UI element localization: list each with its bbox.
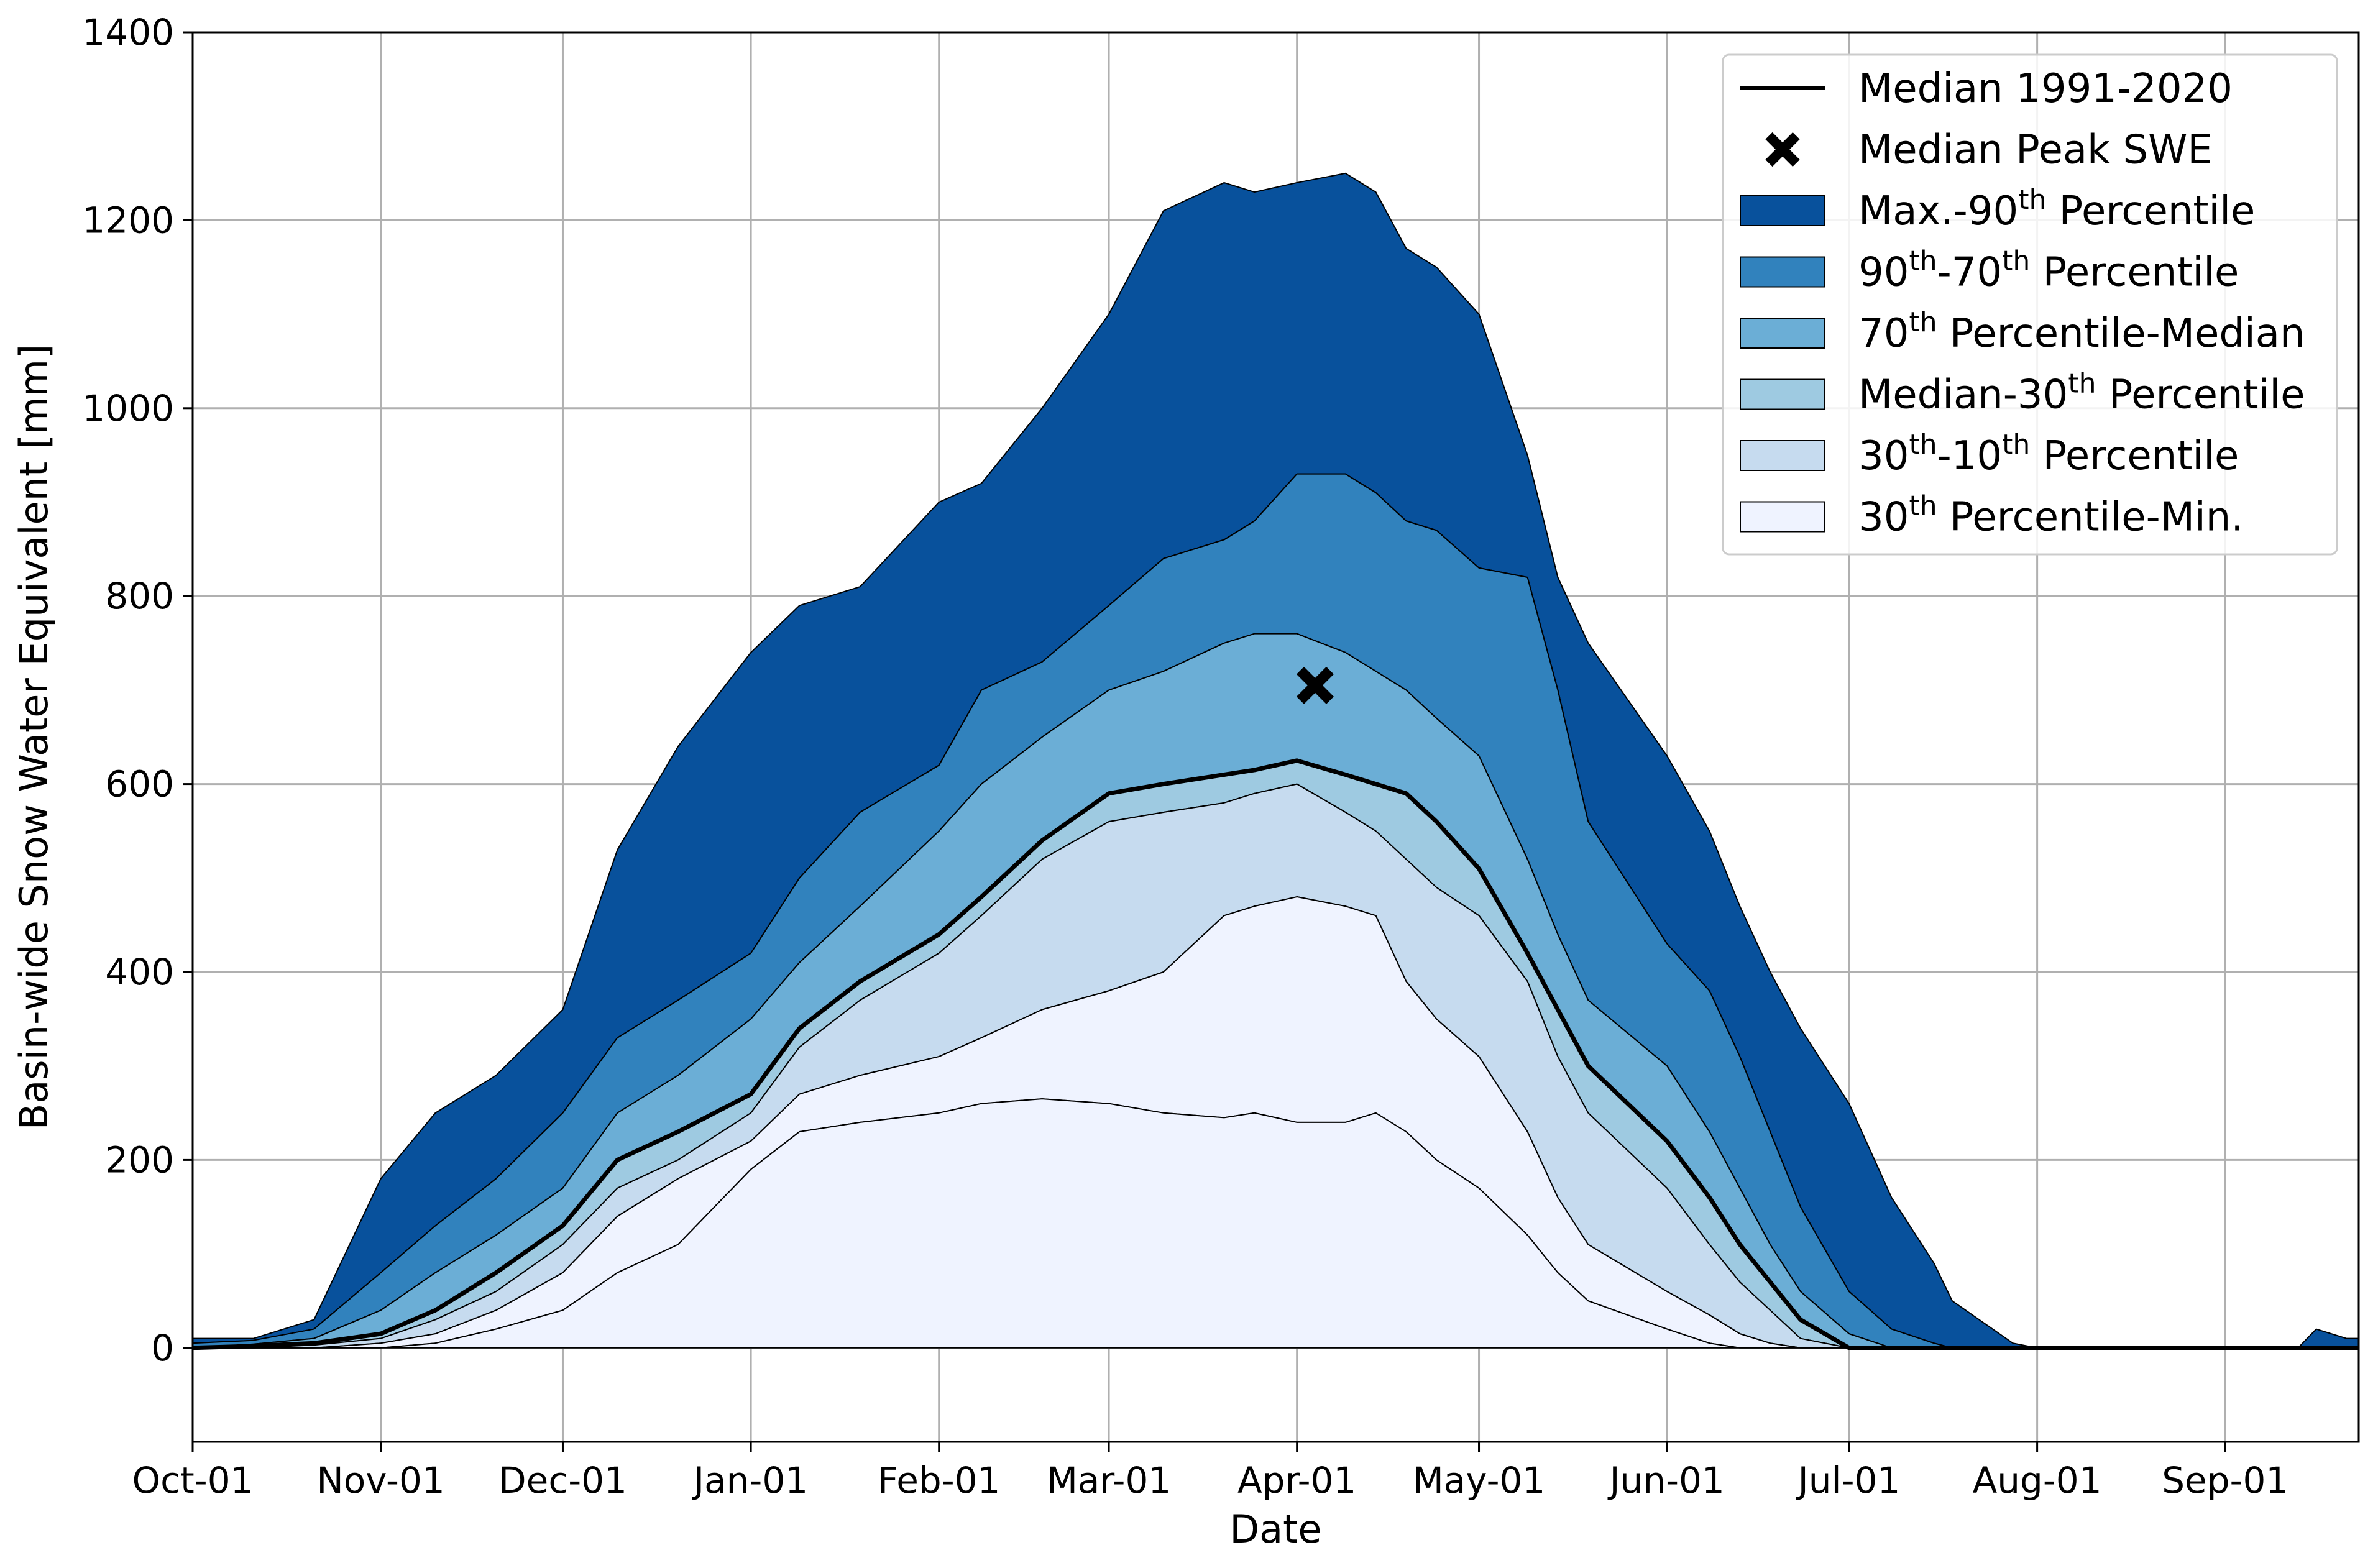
x-tick-label: Sep-01 <box>2162 1459 2288 1502</box>
x-tick-label: Jul-01 <box>1796 1459 1901 1502</box>
x-tick-label: May-01 <box>1413 1459 1546 1502</box>
plot-frame <box>191 31 2360 1443</box>
y-axis-ticks: 0 200 400 600 800 1000 1200 1400 <box>82 11 193 1369</box>
legend-swatch <box>1740 318 1825 349</box>
y-tick-label: 1400 <box>82 11 174 53</box>
peak-markers <box>1296 666 1334 704</box>
y-tick-label: 1200 <box>82 199 174 241</box>
x-tick-label: Apr-01 <box>1237 1459 1356 1502</box>
x-tick-label: Aug-01 <box>1973 1459 2102 1502</box>
series-lines <box>192 758 2359 1350</box>
x-tick-label: Nov-01 <box>316 1459 444 1502</box>
y-axis-title: Basin-wide Snow Water Equivalent [mm] <box>11 344 57 1130</box>
y-tick-label: 200 <box>105 1139 174 1181</box>
legend-label: Median 1991-2020 <box>1858 66 2233 112</box>
legend-label: Median Peak SWE <box>1858 127 2213 173</box>
median-peak-marker <box>1296 666 1334 704</box>
legend-label: 70th Percentile-Median <box>1858 306 2305 357</box>
legend-label: 30th Percentile-Min. <box>1858 490 2244 541</box>
y-tick-label: 800 <box>105 575 174 617</box>
x-axis-title: Date <box>1229 1506 1321 1552</box>
x-tick-label: Feb-01 <box>878 1459 1000 1502</box>
legend-peak-marker <box>1765 132 1800 167</box>
legend-swatch <box>1740 440 1825 471</box>
y-tick-label: 400 <box>105 951 174 993</box>
y-tick-label: 0 <box>151 1327 174 1369</box>
y-tick-label: 1000 <box>82 387 174 429</box>
x-tick-label: Dec-01 <box>498 1459 627 1502</box>
x-tick-label: Mar-01 <box>1047 1459 1171 1502</box>
x-tick-label: Oct-01 <box>132 1459 253 1502</box>
x-tick-label: Jan-01 <box>692 1459 808 1502</box>
x-tick-label: Jun-01 <box>1607 1459 1724 1502</box>
legend-label: Median-30th Percentile <box>1858 367 2305 418</box>
legend-swatch <box>1740 501 1825 533</box>
legend-swatch <box>1740 378 1825 410</box>
legend-box <box>1722 53 2338 556</box>
legend-label: 30th-10th Percentile <box>1858 429 2239 480</box>
legend-label: 90th-70th Percentile <box>1858 245 2239 296</box>
median-line <box>192 758 2359 1350</box>
legend-swatch <box>1740 195 1825 226</box>
legend-label: Max.-90th Percentile <box>1858 184 2255 235</box>
legend-swatch <box>1740 256 1825 288</box>
legend: Median 1991-2020 Median Peak SWE Max.-90th… <box>1722 53 2338 556</box>
x-axis-ticks: Oct-01 Nov-01 Dec-01 Jan-01 Feb-01 Mar-01 Apr-… <box>132 1442 2288 1502</box>
y-tick-label: 600 <box>105 763 174 805</box>
